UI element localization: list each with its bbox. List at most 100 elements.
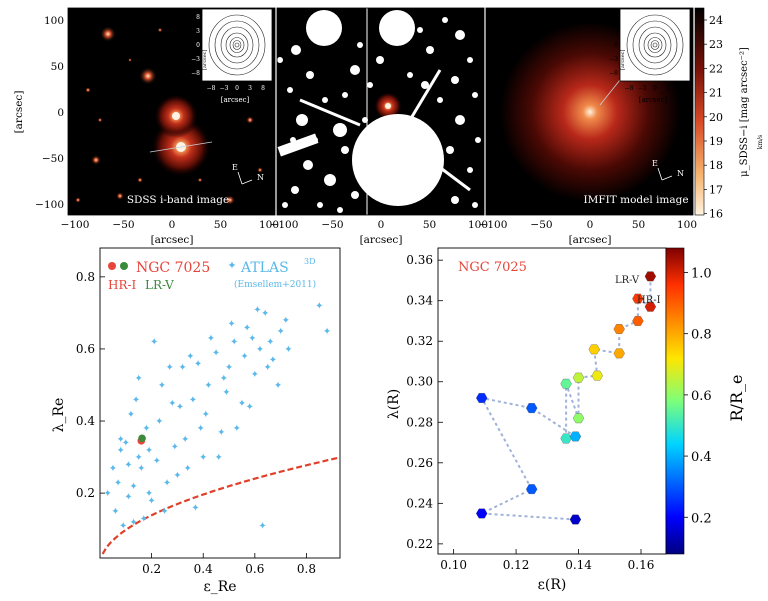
atlas-point: ✦ <box>238 399 246 410</box>
top-colorbar-label: μ_SDSS−i [mag arcsec⁻²] <box>739 47 750 177</box>
atlas-point: ✦ <box>189 395 197 406</box>
chart-left-x-tick-label: 0.8 <box>297 562 316 576</box>
inset2-y-label: [arcsec] <box>620 50 626 70</box>
atlas-point: ✦ <box>176 402 184 413</box>
atlas-point: ✦ <box>104 489 112 500</box>
atlas-point: ✦ <box>276 326 284 337</box>
annotation-hri: HR-I <box>637 295 661 306</box>
chart-left-y-tick-label: 0.6 <box>76 342 95 356</box>
atlas-point: ✦ <box>191 503 199 514</box>
profile-point <box>560 378 572 389</box>
sdss-inset <box>201 8 273 82</box>
atlas-point: ✦ <box>256 344 264 355</box>
atlas-point: ✦ <box>116 445 124 456</box>
top-colorbar-tick-label: 24 <box>709 14 723 27</box>
atlas-point: ✦ <box>240 352 248 363</box>
atlas-point: ✦ <box>171 442 179 453</box>
profile-point <box>476 393 488 403</box>
top-x-tick-label: −100 <box>61 219 90 231</box>
right-colorbar-tick-label: 0.4 <box>691 450 712 465</box>
top-x-tick-label: −50 <box>321 219 343 231</box>
atlas-point: ✦ <box>186 352 194 363</box>
top-colorbar-tick-label: 19 <box>709 135 723 148</box>
chart-left-ylabel: λ_Re <box>51 398 67 433</box>
atlas-point: ✦ <box>165 362 173 373</box>
inset-x-tick-label: 3 <box>666 85 670 92</box>
top-y-axis-label: [arcsec] <box>13 91 25 134</box>
atlas-point: ✦ <box>230 337 238 348</box>
inset-x-tick-label: −3 <box>220 85 229 92</box>
atlas-point: ✦ <box>153 456 161 467</box>
right-colorbar-tick-label: 1.0 <box>691 266 712 281</box>
compass-n: N <box>257 173 264 182</box>
top-x-tick-label: 0 <box>169 219 176 231</box>
top-x-tick-label: −100 <box>479 219 508 231</box>
sdss-compass <box>237 171 253 185</box>
top-x-tick-label: 50 <box>423 219 436 231</box>
chart-right-y-tick-label: 0.32 <box>406 334 433 348</box>
atlas-point: ✦ <box>145 489 153 500</box>
atlas-point: ✦ <box>129 481 137 492</box>
chart-left-ticks: 0.2 0.4 0.6 0.8 0.2 0.4 0.6 0.8 <box>76 270 316 576</box>
chart-left-y-tick-label: 0.2 <box>76 486 95 500</box>
ngc-points <box>137 434 146 445</box>
atlas-point: ✦ <box>137 463 145 474</box>
top-axes-ticks: −100 −50 0 50 100−100 −50 0 50 100−100 −50 0 50 1001… <box>35 15 697 231</box>
atlas-point: ✦ <box>132 395 140 406</box>
legend-atlas-sup: 3D <box>304 257 316 266</box>
chart-right-y-tick-label: 0.36 <box>406 253 433 267</box>
isophote-contours <box>208 14 266 76</box>
inset-ticks: −8 −3 0 3 8 8 3 0 −3 −8 −8 −3 0 3 8 8 3 0 −3 −8 <box>191 14 683 92</box>
top-x-tick-label: 50 <box>632 219 645 231</box>
chart-right-x-tick-label: 0.10 <box>440 558 467 572</box>
atlas-point: ✦ <box>274 380 282 391</box>
model-isophote-contours <box>626 14 684 76</box>
atlas-point: ✦ <box>184 463 192 474</box>
right-colorbar-tick-label: 0.8 <box>691 328 712 343</box>
atlas-point: ✦ <box>135 453 143 464</box>
top-x-tick-label: −50 <box>112 219 134 231</box>
atlas-point: ✦ <box>253 305 261 316</box>
atlas-point: ✦ <box>199 453 207 464</box>
colorbar-side-unit: km/s <box>757 135 764 149</box>
inset-y-tick-label: 3 <box>196 28 200 35</box>
inset1-x-label: [arcsec] <box>221 96 250 104</box>
atlas-point: ✦ <box>217 427 225 438</box>
atlas-point: ✦ <box>109 463 117 474</box>
atlas-point: ✦ <box>251 370 259 381</box>
atlas-point: ✦ <box>233 424 241 435</box>
lambda-epsilon-chart: ✦✦✦✦✦✦✦✦✦✦✦✦✦✦✦✦✦✦✦✦✦✦✦✦✦✦✦✦✦✦✦✦✦✦✦✦✦✦✦✦… <box>51 247 341 595</box>
profile-point <box>526 403 538 414</box>
atlas-point: ✦ <box>129 517 137 528</box>
atlas-point: ✦ <box>178 362 186 373</box>
top-x-tick-label: −100 <box>270 219 299 231</box>
lambda-epsilon-profile-chart: 0.10 0.12 0.14 0.16 0.22 0.24 0.26 0.28 0.30 0.32… <box>386 247 746 593</box>
top-y-tick-label: 100 <box>44 15 64 27</box>
inset-y-tick-label: −8 <box>191 70 200 77</box>
sdss-panel-label: SDSS i-band image <box>127 194 229 206</box>
model-image-panel: IMFIT model image E N <box>486 8 693 215</box>
atlas-point: ✦ <box>150 337 158 348</box>
atlas-point: ✦ <box>243 323 251 334</box>
top-colorbar-tick-label: 22 <box>709 62 723 75</box>
chart-left-xlabel: ε_Re <box>203 579 236 595</box>
atlas-point: ✦ <box>181 435 189 446</box>
inset-y-tick-label: −3 <box>191 56 200 63</box>
right-colorbar-ticks: 0.2 0.4 0.6 0.8 1.0 <box>684 266 712 526</box>
top-x-label-1: [arcsec] <box>151 234 194 246</box>
top-x-tick-label: 0 <box>378 219 385 231</box>
atlas-point: ✦ <box>124 460 132 471</box>
inset-x-tick-label: 0 <box>653 85 657 92</box>
top-x-tick-label: 100 <box>677 219 697 231</box>
profile-point <box>644 301 657 312</box>
atlas-point: ✦ <box>163 478 171 489</box>
atlas-point: ✦ <box>204 380 212 391</box>
inset-y-tick-label: 0 <box>614 42 618 49</box>
profile-point <box>632 316 644 326</box>
atlas-point: ✦ <box>212 348 220 359</box>
chart-left-x-tick-label: 0.4 <box>194 562 213 576</box>
top-colorbar <box>694 7 705 216</box>
atlas-point: ✦ <box>168 399 176 410</box>
inset-y-tick-label: 8 <box>196 14 200 21</box>
mask-panel <box>277 8 484 215</box>
